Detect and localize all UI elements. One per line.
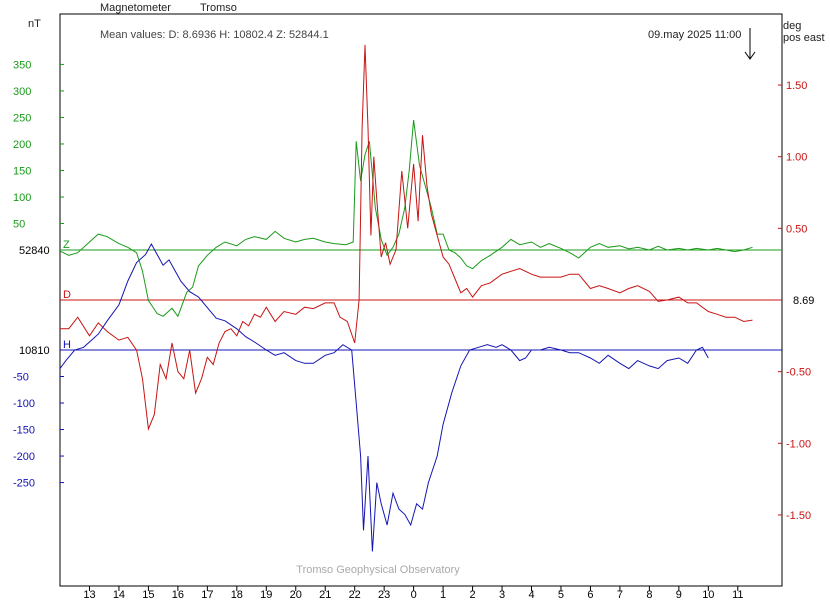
- z-tick-label: 200: [13, 139, 31, 151]
- d-tick-label: -1.00: [786, 438, 811, 450]
- timestamp-label: 09.may 2025 11:00: [648, 29, 741, 41]
- x-tick-label: 0: [411, 589, 417, 600]
- series-label-d: D: [63, 289, 71, 301]
- z-baseline-label: 52840: [19, 245, 50, 257]
- d-tick-label: 1.00: [786, 152, 807, 164]
- z-tick-label: 50: [13, 218, 25, 230]
- footer-label: Tromso Geophysical Observatory: [296, 564, 460, 576]
- h-tick-label: -150: [13, 425, 35, 437]
- h-tick-label: -50: [13, 372, 29, 384]
- x-tick-label: 18: [231, 589, 243, 600]
- series-layer: Z D H: [59, 44, 753, 552]
- ticks-layer: 13 14 15 16 17 18 19 20 21 22 23 0 1 2 3 4 5 6 7 8 9 10 115010…: [13, 59, 811, 600]
- x-tick-label: 13: [83, 589, 95, 600]
- series-line-z: [59, 120, 753, 318]
- x-tick-label: 2: [470, 589, 476, 600]
- arrow-down-icon: [744, 28, 756, 60]
- x-tick-label: 20: [290, 589, 302, 600]
- h-tick-label: -200: [13, 451, 35, 463]
- h-tick-label: -100: [13, 398, 35, 410]
- right-unit-label-line2: pos east: [783, 32, 825, 44]
- d-baseline-label: 8.69: [793, 295, 814, 307]
- z-tick-label: 300: [13, 86, 31, 98]
- d-tick-label: 0.50: [786, 223, 807, 235]
- mean-values: Mean values: D: 8.6936 H: 10802.4 Z: 528…: [100, 29, 329, 41]
- x-tick-label: 11: [732, 589, 743, 600]
- baselines-layer: 52840 10810 8.69: [19, 245, 814, 357]
- instrument-label: Magnetometer: [100, 2, 171, 14]
- x-tick-label: 22: [349, 589, 361, 600]
- z-tick-label: 250: [13, 112, 31, 124]
- h-tick-label: -250: [13, 478, 35, 490]
- d-tick-label: -0.50: [786, 367, 811, 379]
- x-tick-label: 4: [528, 589, 534, 600]
- x-tick-label: 14: [113, 589, 125, 600]
- d-tick-label: 1.50: [786, 80, 807, 92]
- x-tick-label: 3: [499, 589, 505, 600]
- x-tick-label: 9: [676, 589, 682, 600]
- station-label: Tromso: [200, 2, 237, 14]
- x-tick-label: 23: [378, 589, 390, 600]
- series-line-h: [59, 242, 709, 552]
- h-baseline-label: 10810: [19, 345, 50, 357]
- left-unit-label: nT: [28, 18, 41, 30]
- z-tick-label: 150: [13, 165, 31, 177]
- series-line-d: [60, 44, 753, 431]
- x-tick-label: 5: [558, 589, 564, 600]
- x-tick-label: 6: [587, 589, 593, 600]
- x-tick-label: 1: [440, 589, 446, 600]
- x-tick-label: 15: [142, 589, 154, 600]
- x-tick-label: 19: [260, 589, 272, 600]
- z-tick-label: 100: [13, 192, 31, 204]
- x-tick-label: 8: [646, 589, 652, 600]
- series-label-h: H: [63, 339, 71, 351]
- x-tick-label: 16: [172, 589, 184, 600]
- d-tick-label: -1.50: [786, 510, 811, 522]
- x-tick-label: 21: [319, 589, 331, 600]
- x-tick-label: 7: [617, 589, 623, 600]
- z-tick-label: 350: [13, 59, 31, 71]
- series-label-z: Z: [63, 239, 70, 251]
- x-tick-label: 17: [201, 589, 213, 600]
- x-tick-label: 10: [702, 589, 714, 600]
- right-unit-label-line1: deg: [783, 20, 801, 32]
